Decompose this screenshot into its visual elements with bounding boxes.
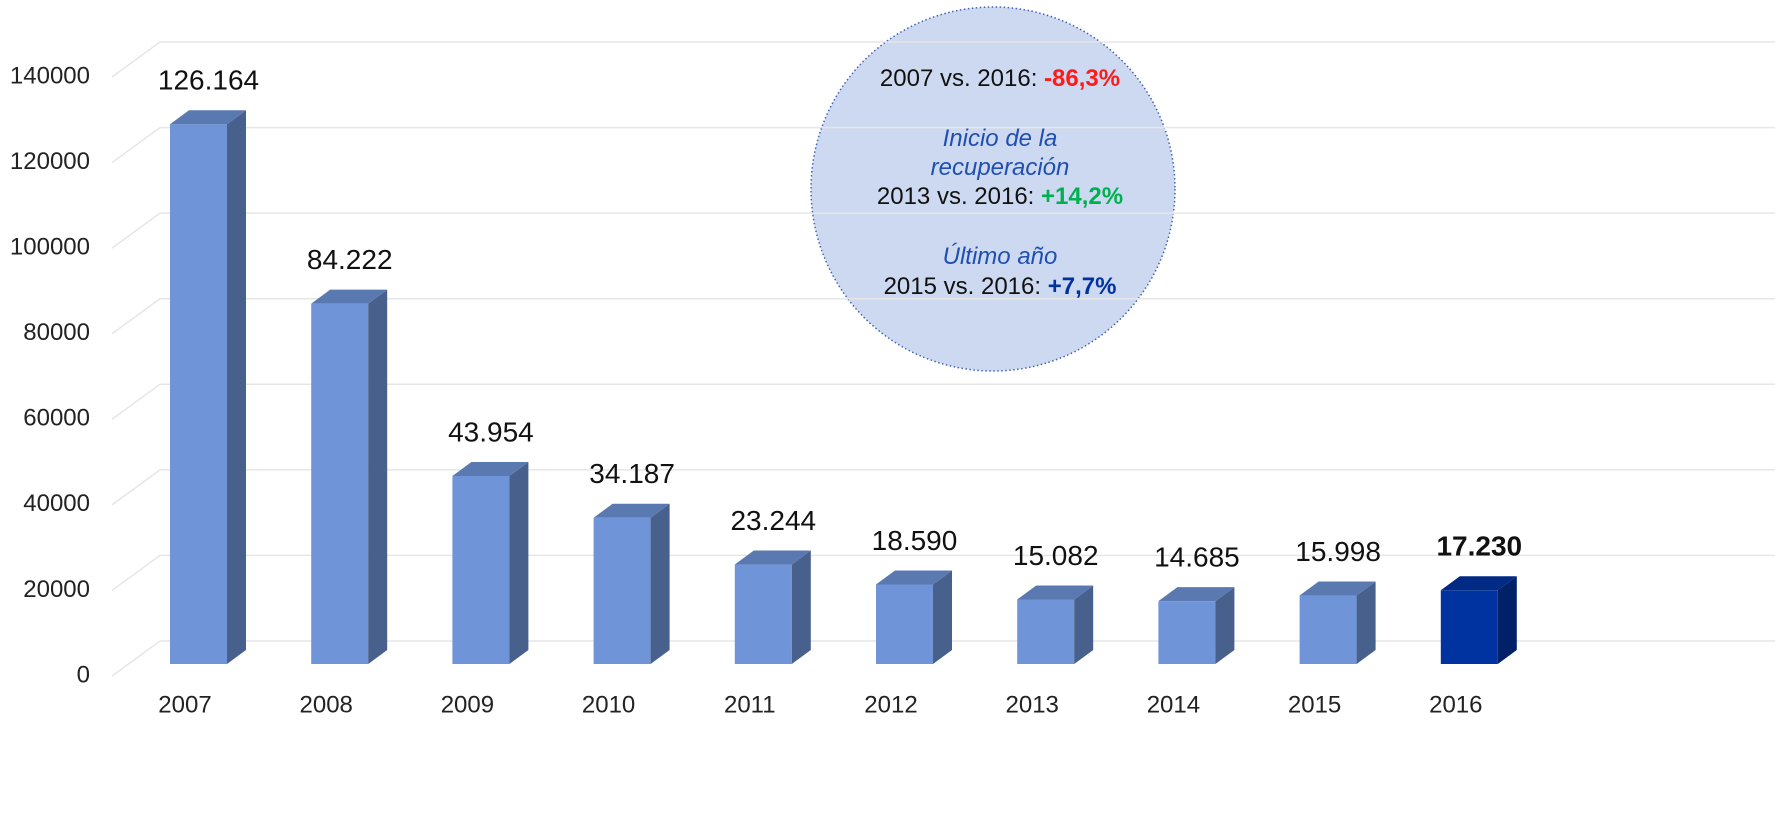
y-tick-label: 0 [77,661,90,688]
bar [1158,587,1235,664]
value-label: 15.998 [1295,536,1381,567]
value-label: 43.954 [448,416,534,447]
bar [452,461,529,664]
y-tick-label: 140000 [10,62,90,89]
bar-side [933,570,952,664]
y-tick-label: 20000 [23,576,90,603]
annotation-emphasis: +7,7% [1048,273,1117,300]
y-tick-label: 80000 [23,319,90,346]
grid-line [111,41,1775,78]
grid-line [111,469,1775,506]
y-tick-label: 100000 [10,233,90,260]
bar-side [1356,581,1376,664]
bar-side [650,503,670,664]
grid-line [111,640,1775,677]
annotation-emphasis: -86,3% [1044,65,1120,92]
bar-top [734,550,811,565]
grid-line [111,212,1775,249]
value-label: 18.590 [872,525,958,556]
x-tick-label: 2008 [300,691,353,718]
bar-side [509,461,529,664]
bar-front [311,303,369,664]
bar-side [227,110,246,665]
bar-top [876,570,952,585]
value-label: 17.230 [1436,531,1522,562]
annotation-italic: Inicio de la [943,125,1058,152]
bar [1299,581,1376,664]
bar-front [876,584,933,664]
bar-top [1158,587,1235,602]
bar [876,570,952,664]
bar-top [170,110,246,125]
annotation-italic: Último año [943,243,1058,270]
bar [734,550,811,664]
bar-side [791,550,811,664]
annotation-line: 2013 vs. 2016: +14,2% [877,183,1123,210]
value-label: 15.082 [1013,540,1099,571]
bar-side [1215,587,1235,664]
annotation-emphasis: +14,2% [1041,183,1123,210]
bar-top [1299,581,1376,596]
annotation-text: 2015 vs. 2016: [884,273,1048,300]
y-tick-label: 60000 [23,405,90,432]
value-label: 34.187 [589,458,675,489]
x-tick-label: 2013 [1006,691,1059,718]
bar-front [452,475,510,664]
bar-front [593,517,651,664]
x-tick-label: 2014 [1147,691,1200,718]
bar-front [1017,599,1075,664]
bar [593,503,670,664]
x-tick-label: 2012 [864,691,917,718]
bar-side [1074,585,1094,664]
bar [311,289,388,664]
bar [1440,576,1517,664]
value-label: 14.685 [1154,542,1240,573]
annotation-italic: recuperación [931,154,1070,181]
bar-front [1158,601,1216,664]
value-label: 126.164 [158,65,259,96]
x-tick-label: 2015 [1288,691,1341,718]
annotation-line: Último año [943,243,1058,270]
annotation-line: Inicio de la [943,125,1058,152]
bar [170,110,246,665]
x-tick-label: 2010 [582,691,635,718]
x-tick-label: 2016 [1429,691,1482,718]
grid-line [111,126,1775,164]
x-tick-label: 2007 [158,691,211,718]
bar-front [170,124,227,665]
bar-side [1497,576,1517,664]
bar-top [311,289,388,304]
bar-front [1440,590,1498,664]
value-label: 84.222 [307,244,393,275]
annotation-line: 2007 vs. 2016: -86,3% [880,65,1120,92]
annotation-text: 2007 vs. 2016: [880,65,1044,92]
annotation-text: 2013 vs. 2016: [877,183,1041,210]
bar-side [368,289,388,664]
y-tick-label: 40000 [23,490,90,517]
annotation-circle [810,6,1176,372]
bar-top [1440,576,1517,591]
bar-top [452,461,529,476]
x-tick-label: 2009 [441,691,494,718]
grid-line [111,383,1775,420]
annotation-line: recuperación [931,154,1070,181]
annotation-line: 2015 vs. 2016: +7,7% [884,273,1117,300]
bar-top [593,503,670,518]
grid-line [111,297,1775,335]
x-tick-label: 2011 [724,691,776,718]
y-tick-label: 120000 [10,148,90,175]
bar-front [734,564,792,664]
bar-top [1017,585,1094,600]
value-label: 23.244 [730,505,816,536]
bar [1017,585,1094,664]
grid-line [111,554,1775,592]
bar-front [1299,595,1357,664]
